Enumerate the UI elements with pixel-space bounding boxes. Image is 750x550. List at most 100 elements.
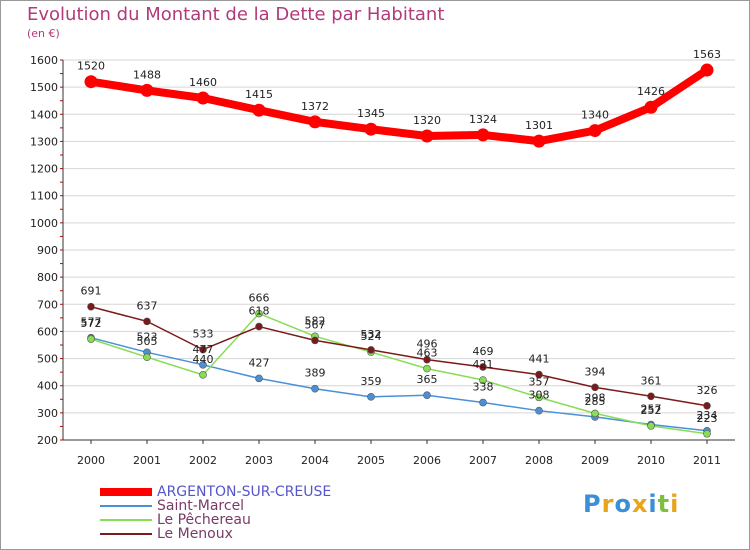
x-tick-label-2008: 2008 xyxy=(525,454,553,467)
y-tick-label-1600: 1600 xyxy=(30,54,58,67)
data-label-1-2002: 477 xyxy=(193,343,214,356)
y-tick-label-800: 800 xyxy=(37,271,58,284)
point-1-2006 xyxy=(423,391,431,400)
data-label-1-2010: 257 xyxy=(641,403,662,416)
legend-swatch xyxy=(100,533,152,535)
data-label-0-2009: 1340 xyxy=(581,109,609,122)
y-tick-label-1100: 1100 xyxy=(30,190,58,203)
point-3-2007 xyxy=(479,363,487,371)
data-label-1-2003: 427 xyxy=(249,356,270,369)
data-label-1-2007: 338 xyxy=(473,381,494,394)
y-tick-label-1400: 1400 xyxy=(30,108,58,121)
x-tick-label-2002: 2002 xyxy=(189,454,217,467)
y-tick-label-200: 200 xyxy=(37,434,58,447)
x-tick-label-2007: 2007 xyxy=(469,454,497,467)
data-label-2-2011: 223 xyxy=(697,412,718,425)
point-2-2007 xyxy=(479,376,487,384)
data-label-3-2011: 326 xyxy=(697,384,718,397)
point-1-2003 xyxy=(255,374,263,383)
data-label-0-2003: 1415 xyxy=(245,88,273,101)
point-3-2002 xyxy=(199,345,207,354)
data-label-3-2003: 618 xyxy=(249,305,270,318)
point-2-2003 xyxy=(255,309,263,318)
series-line-3 xyxy=(90,305,708,407)
data-label-0-2005: 1345 xyxy=(357,107,385,120)
data-label-3-2000: 691 xyxy=(81,285,102,298)
data-label-0-2002: 1460 xyxy=(189,76,217,89)
x-tick-label-2011: 2011 xyxy=(693,454,721,467)
legend-label: Saint-Marcel xyxy=(157,498,245,514)
point-2-2006 xyxy=(423,364,431,373)
data-label-2-2010: 252 xyxy=(641,404,662,417)
data-label-2-2006: 463 xyxy=(417,347,438,360)
data-label-0-2000: 1520 xyxy=(77,60,105,73)
x-tick-label-2001: 2001 xyxy=(133,454,161,467)
data-label-1-2000: 577 xyxy=(81,316,102,329)
logo-letter: i xyxy=(670,490,680,518)
chart-unit: (en €) xyxy=(27,27,60,40)
point-3-2009 xyxy=(591,383,599,392)
data-label-2-2001: 505 xyxy=(137,335,158,348)
data-label-2-2007: 421 xyxy=(473,358,494,371)
data-label-1-2008: 308 xyxy=(529,389,550,402)
point-3-2005 xyxy=(367,346,375,354)
point-2-2000 xyxy=(87,335,95,343)
data-label-3-2010: 361 xyxy=(641,374,662,387)
logo-letter: P xyxy=(583,490,602,518)
point-3-2010 xyxy=(647,392,655,401)
point-3-2004 xyxy=(311,336,319,345)
point-0-2003 xyxy=(252,103,266,117)
data-label-0-2007: 1324 xyxy=(469,113,497,126)
logo-letter: o xyxy=(614,490,632,518)
data-label-3-2005: 532 xyxy=(361,328,382,341)
data-label-1-2009: 285 xyxy=(585,395,606,408)
data-label-3-2002: 533 xyxy=(193,328,214,341)
data-label-2-2009: 298 xyxy=(585,391,606,404)
point-0-2000 xyxy=(84,75,98,89)
logo-letter: i xyxy=(648,490,658,518)
point-1-2004 xyxy=(311,384,319,393)
data-label-0-2004: 1372 xyxy=(301,100,329,113)
x-tick-label-2004: 2004 xyxy=(301,454,329,467)
y-tick-label-1200: 1200 xyxy=(30,163,58,176)
data-label-2-2005: 524 xyxy=(361,330,382,343)
data-label-2-2004: 582 xyxy=(305,314,326,327)
data-label-1-2011: 234 xyxy=(697,409,718,422)
point-0-2005 xyxy=(364,122,378,136)
point-1-2002 xyxy=(199,361,207,369)
y-tick-label-400: 400 xyxy=(37,380,58,393)
point-0-2011 xyxy=(700,63,714,77)
point-3-2003 xyxy=(255,322,263,331)
y-tick-label-500: 500 xyxy=(37,353,58,366)
point-2-2001 xyxy=(143,353,151,362)
data-label-1-2001: 523 xyxy=(137,330,158,343)
data-label-2-2002: 440 xyxy=(193,353,214,366)
x-tick-label-2003: 2003 xyxy=(245,454,273,467)
data-label-1-2004: 389 xyxy=(305,367,326,380)
point-3-2006 xyxy=(423,355,431,364)
data-label-0-2010: 1426 xyxy=(637,85,665,98)
point-0-2009 xyxy=(588,124,602,138)
series-line-2 xyxy=(90,312,708,435)
data-label-2-2003: 666 xyxy=(249,292,270,305)
point-3-2000 xyxy=(87,302,95,311)
legend-swatch xyxy=(100,505,152,507)
legend-swatch xyxy=(100,519,152,521)
point-2-2009 xyxy=(591,409,599,418)
data-label-1-2005: 359 xyxy=(361,375,382,388)
point-2-2008 xyxy=(535,393,543,402)
legend-label: ARGENTON-SUR-CREUSE xyxy=(157,484,332,500)
data-label-0-2011: 1563 xyxy=(693,48,721,61)
series-line-1 xyxy=(90,336,708,432)
point-1-2008 xyxy=(535,406,543,415)
chart-title: Evolution du Montant de la Dette par Hab… xyxy=(27,4,445,25)
point-3-2008 xyxy=(535,370,543,379)
point-3-2001 xyxy=(143,317,151,326)
y-tick-label-600: 600 xyxy=(37,325,58,338)
x-tick-label-2005: 2005 xyxy=(357,454,385,467)
point-0-2004 xyxy=(308,115,322,129)
point-2-2010 xyxy=(647,422,655,430)
y-tick-label-900: 900 xyxy=(37,244,58,257)
legend-label: Le Pêchereau xyxy=(157,512,251,528)
